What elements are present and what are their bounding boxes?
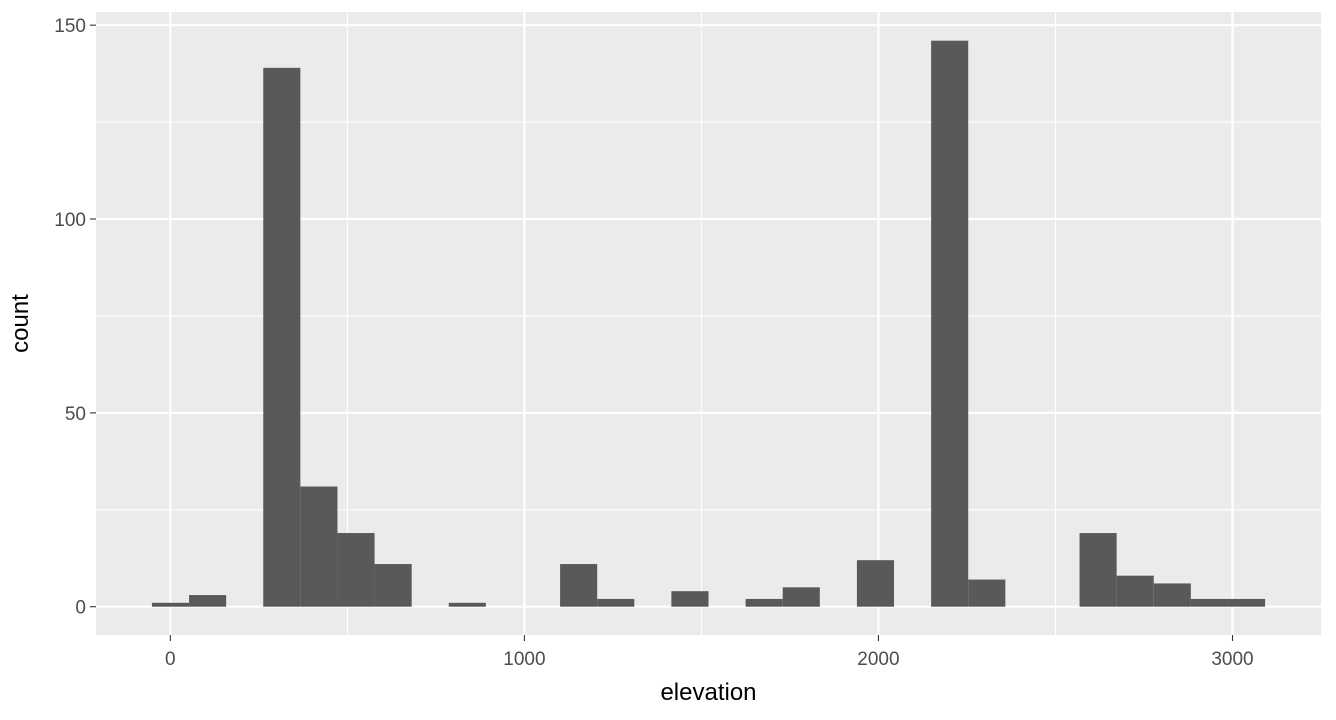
histogram-bars	[151, 40, 1266, 607]
y-tick-label: 50	[65, 404, 86, 425]
histogram-bar	[189, 595, 227, 607]
histogram-bar	[782, 587, 820, 607]
y-tick-label: 100	[54, 210, 86, 231]
histogram-bar	[1190, 598, 1228, 607]
x-tick-label: 0	[165, 649, 176, 670]
x-tick-label: 1000	[503, 649, 545, 670]
histogram-bar	[968, 579, 1006, 607]
histogram-bar	[448, 602, 486, 607]
histogram-bar	[1079, 533, 1117, 607]
histogram-bar	[1153, 583, 1191, 607]
y-axis: 0 50 100 150	[54, 16, 96, 619]
histogram-bar	[856, 560, 895, 607]
x-axis-title: elevation	[660, 679, 756, 706]
x-axis: 0 1000 2000 3000	[165, 635, 1254, 670]
histogram-bar	[1227, 598, 1266, 607]
y-tick-label: 0	[75, 598, 86, 619]
x-tick-label: 3000	[1211, 649, 1253, 670]
histogram-bar	[597, 598, 635, 607]
histogram-bar	[300, 486, 338, 607]
histogram-bar	[1116, 575, 1154, 607]
histogram-bar	[745, 598, 783, 607]
histogram-bar	[337, 533, 375, 607]
histogram-bar	[671, 591, 709, 607]
histogram-bar	[931, 40, 969, 607]
histogram-bar	[560, 564, 598, 607]
y-axis-title: count	[7, 294, 34, 353]
histogram-bar	[151, 602, 190, 607]
y-tick-label: 150	[54, 16, 86, 37]
x-tick-label: 2000	[857, 649, 899, 670]
histogram-bar	[263, 67, 301, 607]
histogram-bar	[374, 564, 412, 607]
